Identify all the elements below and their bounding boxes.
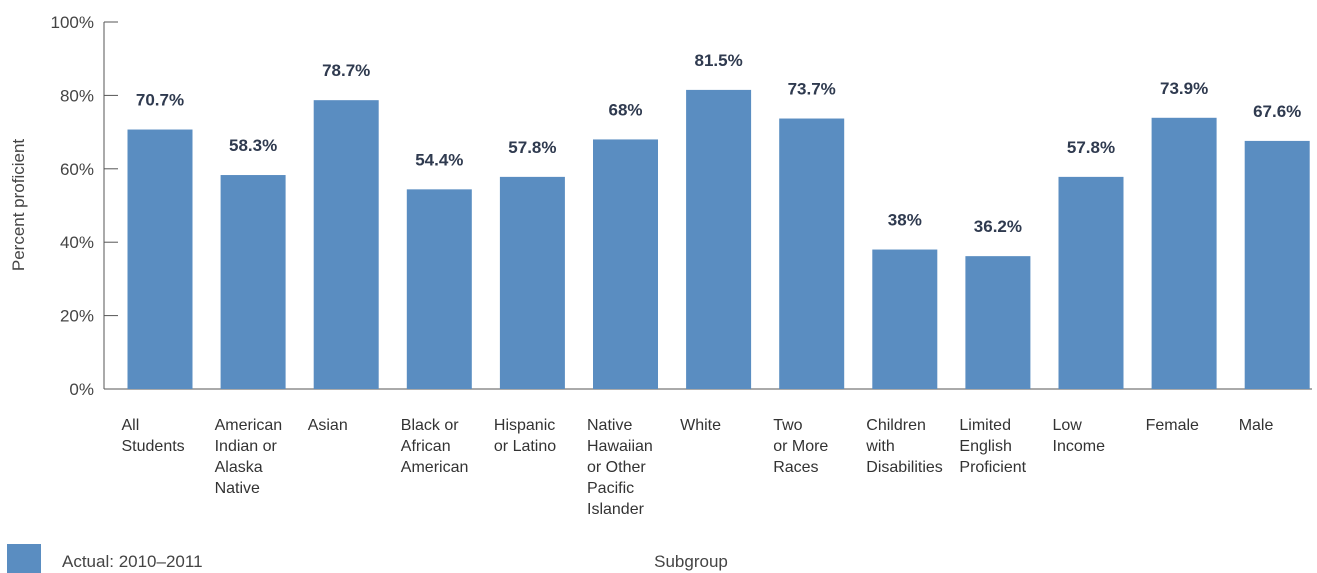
bar bbox=[499, 176, 565, 389]
bar bbox=[313, 100, 379, 390]
y-tick-label: 80% bbox=[60, 86, 94, 105]
bar bbox=[127, 129, 193, 389]
data-label: 73.7% bbox=[788, 80, 836, 99]
legend-label: Actual: 2010–2011 bbox=[62, 552, 203, 571]
bar bbox=[1151, 117, 1217, 390]
category-label: Male bbox=[1239, 417, 1274, 434]
data-labels: 70.7% 58.3% 78.7% 54.4% 57.8% 68% 81.5% 73.7% 38… bbox=[136, 51, 1301, 236]
bar bbox=[593, 139, 658, 389]
category-label: Female bbox=[1146, 417, 1199, 434]
data-label: 68% bbox=[608, 100, 642, 119]
bar bbox=[686, 89, 752, 390]
data-label: 36.2% bbox=[974, 217, 1022, 236]
y-axis-title: Percent proficient bbox=[9, 139, 28, 272]
bars bbox=[127, 89, 1310, 390]
category-label: Limited English Proficient bbox=[959, 417, 1026, 476]
category-label: Hispanic or Latino bbox=[494, 417, 556, 455]
legend-swatch bbox=[7, 544, 41, 573]
bar bbox=[1058, 176, 1124, 389]
data-label: 81.5% bbox=[694, 51, 742, 70]
x-axis-title: Subgroup bbox=[654, 552, 728, 571]
data-label: 67.6% bbox=[1253, 102, 1301, 121]
category-label: Native Hawaiian or Other Pacific Islander bbox=[587, 417, 653, 518]
data-label: 70.7% bbox=[136, 91, 184, 110]
data-label: 54.4% bbox=[415, 150, 463, 169]
bar bbox=[965, 256, 1031, 389]
bar bbox=[406, 189, 472, 389]
bar bbox=[779, 118, 845, 390]
data-label: 73.9% bbox=[1160, 79, 1208, 98]
y-tick-label: 40% bbox=[60, 233, 94, 252]
data-label: 57.8% bbox=[508, 138, 556, 157]
category-label: Children with Disabilities bbox=[865, 417, 942, 476]
bar bbox=[220, 175, 286, 389]
category-label: Two or More Races bbox=[773, 417, 828, 476]
y-tick-label: 60% bbox=[60, 160, 94, 179]
bar bbox=[872, 249, 938, 389]
category-label: Low Income bbox=[1053, 417, 1106, 455]
y-tick-label: 100% bbox=[51, 13, 94, 32]
data-label: 57.8% bbox=[1067, 138, 1115, 157]
category-label: Asian bbox=[308, 417, 348, 434]
category-label: American Indian or Alaska Native bbox=[215, 417, 283, 497]
category-label: Black or African American bbox=[401, 417, 469, 476]
y-tick-label: 0% bbox=[69, 380, 94, 399]
category-label: White bbox=[680, 417, 721, 434]
category-labels: All Students American Indian or Alaska Native… bbox=[122, 417, 1274, 518]
data-label: 78.7% bbox=[322, 61, 370, 80]
data-label: 38% bbox=[888, 211, 922, 230]
y-tick-label: 20% bbox=[60, 307, 94, 326]
category-label: All Students bbox=[122, 417, 185, 455]
data-label: 58.3% bbox=[229, 136, 277, 155]
bar bbox=[1244, 140, 1310, 389]
